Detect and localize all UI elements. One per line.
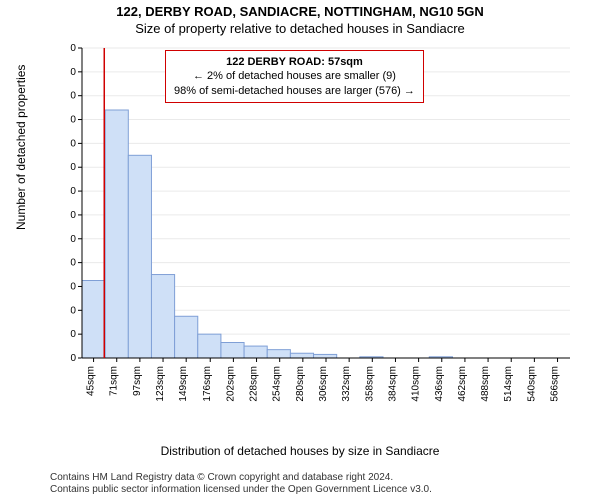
annotation-line: 122 DERBY ROAD: 57sqm [174, 55, 415, 69]
svg-text:358sqm: 358sqm [364, 366, 375, 402]
svg-text:40: 40 [70, 305, 76, 316]
page-root: 122, DERBY ROAD, SANDIACRE, NOTTINGHAM, … [0, 0, 600, 500]
svg-text:45sqm: 45sqm [86, 366, 97, 396]
svg-text:514sqm: 514sqm [503, 366, 514, 402]
x-axis-label: Distribution of detached houses by size … [0, 444, 600, 458]
svg-text:176sqm: 176sqm [202, 366, 213, 402]
svg-text:260: 260 [70, 44, 76, 54]
annotation-line: 98% of semi-detached houses are larger (… [174, 84, 415, 98]
svg-text:80: 80 [70, 258, 76, 269]
y-axis-label: Number of detached properties [14, 65, 28, 230]
svg-text:180: 180 [70, 138, 76, 149]
svg-text:384sqm: 384sqm [387, 366, 398, 402]
svg-text:160: 160 [70, 162, 76, 173]
svg-text:410sqm: 410sqm [411, 366, 422, 402]
svg-text:20: 20 [70, 329, 76, 340]
svg-text:228sqm: 228sqm [249, 366, 260, 402]
svg-text:306sqm: 306sqm [318, 366, 329, 402]
svg-text:100: 100 [70, 234, 76, 245]
annotation-box: 122 DERBY ROAD: 57sqm← 2% of detached ho… [165, 50, 424, 103]
svg-text:462sqm: 462sqm [457, 366, 468, 402]
svg-text:566sqm: 566sqm [550, 366, 561, 402]
svg-text:149sqm: 149sqm [178, 366, 189, 402]
page-title: 122, DERBY ROAD, SANDIACRE, NOTTINGHAM, … [0, 0, 600, 21]
svg-text:120: 120 [70, 210, 76, 221]
svg-text:202sqm: 202sqm [225, 366, 236, 402]
svg-text:123sqm: 123sqm [155, 366, 166, 402]
footer-attribution: Contains HM Land Registry data © Crown c… [50, 472, 432, 496]
svg-text:200: 200 [70, 115, 76, 126]
svg-text:540sqm: 540sqm [526, 366, 537, 402]
svg-text:436sqm: 436sqm [434, 366, 445, 402]
svg-text:0: 0 [70, 353, 76, 364]
svg-text:71sqm: 71sqm [109, 366, 120, 396]
svg-text:280sqm: 280sqm [295, 366, 306, 402]
svg-text:220: 220 [70, 91, 76, 102]
footer-line1: Contains HM Land Registry data © Crown c… [50, 472, 432, 484]
svg-text:60: 60 [70, 281, 76, 292]
svg-text:97sqm: 97sqm [132, 366, 143, 396]
svg-text:332sqm: 332sqm [341, 366, 352, 402]
chart-area: 0 20 40 60 80 100 120 140 160 180 200 220 240 260 45sq… [70, 44, 574, 414]
svg-text:488sqm: 488sqm [480, 366, 491, 402]
footer-line2: Contains public sector information licen… [50, 484, 432, 496]
annotation-line: ← 2% of detached houses are smaller (9) [174, 69, 415, 83]
svg-text:240: 240 [70, 67, 76, 78]
page-subtitle: Size of property relative to detached ho… [0, 21, 600, 38]
svg-text:254sqm: 254sqm [272, 366, 283, 402]
svg-text:140: 140 [70, 186, 76, 197]
